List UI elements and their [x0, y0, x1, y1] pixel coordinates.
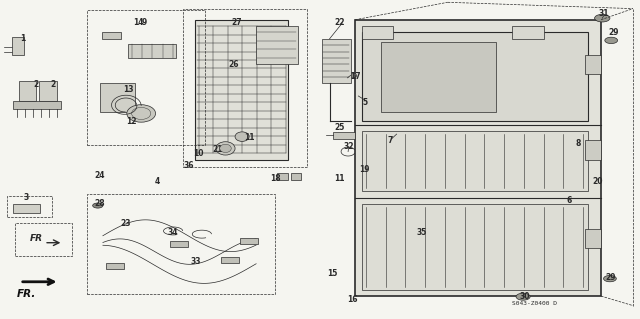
Bar	[170, 241, 188, 247]
Text: 15: 15	[328, 269, 338, 278]
Text: 22: 22	[334, 19, 344, 27]
Text: 11: 11	[244, 133, 255, 142]
Text: 4: 4	[154, 177, 160, 186]
Bar	[221, 257, 239, 263]
Bar	[277, 173, 288, 180]
Text: 20: 20	[593, 177, 603, 186]
Circle shape	[107, 89, 122, 97]
Text: 32: 32	[344, 142, 354, 151]
Bar	[182, 9, 307, 167]
Text: 23: 23	[120, 219, 131, 227]
Text: 24: 24	[95, 171, 105, 180]
Text: 27: 27	[232, 19, 243, 27]
Ellipse shape	[216, 142, 235, 155]
Text: 6: 6	[566, 196, 572, 205]
Bar	[362, 131, 588, 191]
Circle shape	[605, 37, 618, 44]
Ellipse shape	[127, 105, 156, 122]
Text: 14: 14	[132, 19, 143, 27]
Bar	[129, 44, 176, 58]
Text: 7: 7	[388, 136, 393, 145]
Bar	[87, 195, 275, 294]
Text: 33: 33	[190, 257, 201, 266]
Text: 28: 28	[94, 199, 105, 208]
Circle shape	[413, 230, 425, 236]
Text: 2: 2	[51, 80, 56, 89]
Bar	[12, 37, 24, 55]
Text: 5: 5	[362, 98, 367, 107]
Bar	[7, 196, 52, 217]
Text: 3: 3	[24, 193, 29, 202]
Text: 8: 8	[576, 139, 581, 148]
Text: 11: 11	[334, 174, 344, 183]
Text: 17: 17	[350, 72, 360, 81]
Bar	[240, 238, 258, 244]
Bar	[585, 140, 601, 160]
Bar	[355, 20, 601, 296]
Text: 36: 36	[184, 161, 195, 170]
Bar	[256, 26, 298, 64]
Text: 26: 26	[228, 60, 239, 69]
Text: 25: 25	[334, 123, 344, 132]
Text: 12: 12	[126, 117, 137, 126]
Text: 29: 29	[609, 28, 619, 37]
Circle shape	[93, 203, 103, 208]
Text: 16: 16	[347, 295, 357, 304]
Bar	[362, 26, 394, 39]
Circle shape	[604, 275, 616, 282]
Bar	[333, 132, 355, 139]
Text: 2: 2	[33, 80, 38, 89]
Bar	[87, 10, 205, 145]
Ellipse shape	[220, 144, 231, 152]
Bar	[322, 39, 351, 83]
Text: FR.: FR.	[17, 289, 36, 299]
Bar	[102, 33, 121, 39]
Bar	[195, 20, 288, 160]
Text: 19: 19	[360, 165, 370, 174]
Bar	[13, 204, 40, 213]
Text: 10: 10	[193, 149, 204, 158]
Text: 35: 35	[417, 228, 428, 237]
Bar	[15, 223, 72, 256]
Circle shape	[595, 14, 610, 22]
Bar	[585, 229, 601, 249]
Bar	[106, 263, 124, 269]
Circle shape	[516, 293, 530, 300]
Text: 13: 13	[123, 85, 134, 94]
Text: 18: 18	[270, 174, 280, 183]
Text: 30: 30	[519, 292, 530, 300]
Bar	[511, 26, 543, 39]
Bar	[291, 173, 301, 180]
Text: 9: 9	[141, 19, 147, 27]
Bar	[585, 55, 601, 74]
Bar	[100, 83, 135, 112]
Text: 29: 29	[605, 272, 616, 281]
Bar	[381, 42, 495, 112]
Text: 34: 34	[168, 228, 179, 237]
Bar	[362, 204, 588, 290]
Bar	[362, 33, 588, 122]
Circle shape	[345, 72, 356, 78]
Ellipse shape	[235, 132, 249, 141]
Bar	[19, 81, 36, 101]
Text: 31: 31	[599, 9, 609, 18]
Text: S043-Z0400 D: S043-Z0400 D	[511, 300, 557, 306]
Bar	[13, 101, 61, 109]
Text: 21: 21	[212, 145, 223, 154]
Text: 1: 1	[20, 34, 26, 43]
Text: FR: FR	[29, 234, 42, 243]
Bar	[39, 81, 57, 101]
